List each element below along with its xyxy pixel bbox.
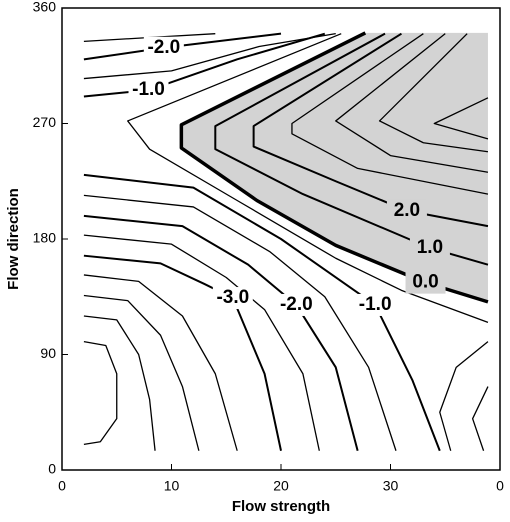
label-background: [386, 199, 427, 222]
contour-line: [83, 294, 200, 451]
y-tick-label: 90: [40, 345, 56, 361]
contour-line: [83, 173, 441, 452]
y-tick-label: 180: [33, 230, 57, 246]
label-background: [409, 236, 450, 259]
x-tick-label: 20: [273, 478, 289, 494]
contour-line: [291, 33, 489, 195]
contour-line: [335, 33, 489, 173]
label-background: [128, 79, 169, 102]
contour-line: [83, 341, 118, 445]
x-axis-title: Flow strength: [232, 498, 330, 515]
label-background: [405, 271, 446, 294]
contour-line: [83, 234, 320, 451]
contour-line: [83, 274, 238, 451]
contour-label: -2.0: [280, 294, 313, 315]
shade-layer: [181, 32, 488, 302]
contour-line: [83, 214, 359, 452]
contour-line: [83, 33, 336, 80]
contour-label: 1.0: [417, 237, 443, 258]
y-tick-label: 270: [33, 114, 57, 130]
label-background: [276, 293, 317, 316]
contour-label: -2.0: [147, 37, 180, 58]
label-background: [212, 287, 253, 310]
label-background: [355, 293, 396, 316]
contour-line: [83, 194, 397, 451]
contour-label: 0.0: [412, 272, 438, 293]
x-tick-label: 30: [383, 478, 399, 494]
y-tick-label: 0: [48, 461, 56, 477]
contour-line: [127, 33, 489, 324]
shaded-region: [181, 32, 488, 302]
label-layer: -2.0 -1.0 0.0 1.0 2.0 -1.0 -2.0 -3.0: [128, 36, 450, 316]
x-tick-label: 0: [58, 478, 66, 494]
contour-label: 2.0: [394, 200, 420, 221]
contour-label: -3.0: [216, 287, 249, 308]
x-tick-label: 0: [496, 478, 504, 494]
contour-line: [439, 341, 489, 451]
contour-line: [378, 33, 489, 153]
x-tick-label: 10: [164, 478, 180, 494]
contour-layer: [83, 31, 489, 452]
contour-line: [471, 386, 489, 451]
y-axis-title: Flow direction: [5, 188, 22, 290]
contour-line: [83, 315, 156, 451]
y-tick-label: 360: [33, 0, 57, 15]
contour-label: -1.0: [132, 79, 165, 100]
contour-label: -1.0: [359, 294, 392, 315]
contour-line: [433, 97, 489, 140]
label-background: [143, 36, 184, 59]
contour-line: [83, 254, 282, 451]
contour-line: [83, 32, 326, 98]
